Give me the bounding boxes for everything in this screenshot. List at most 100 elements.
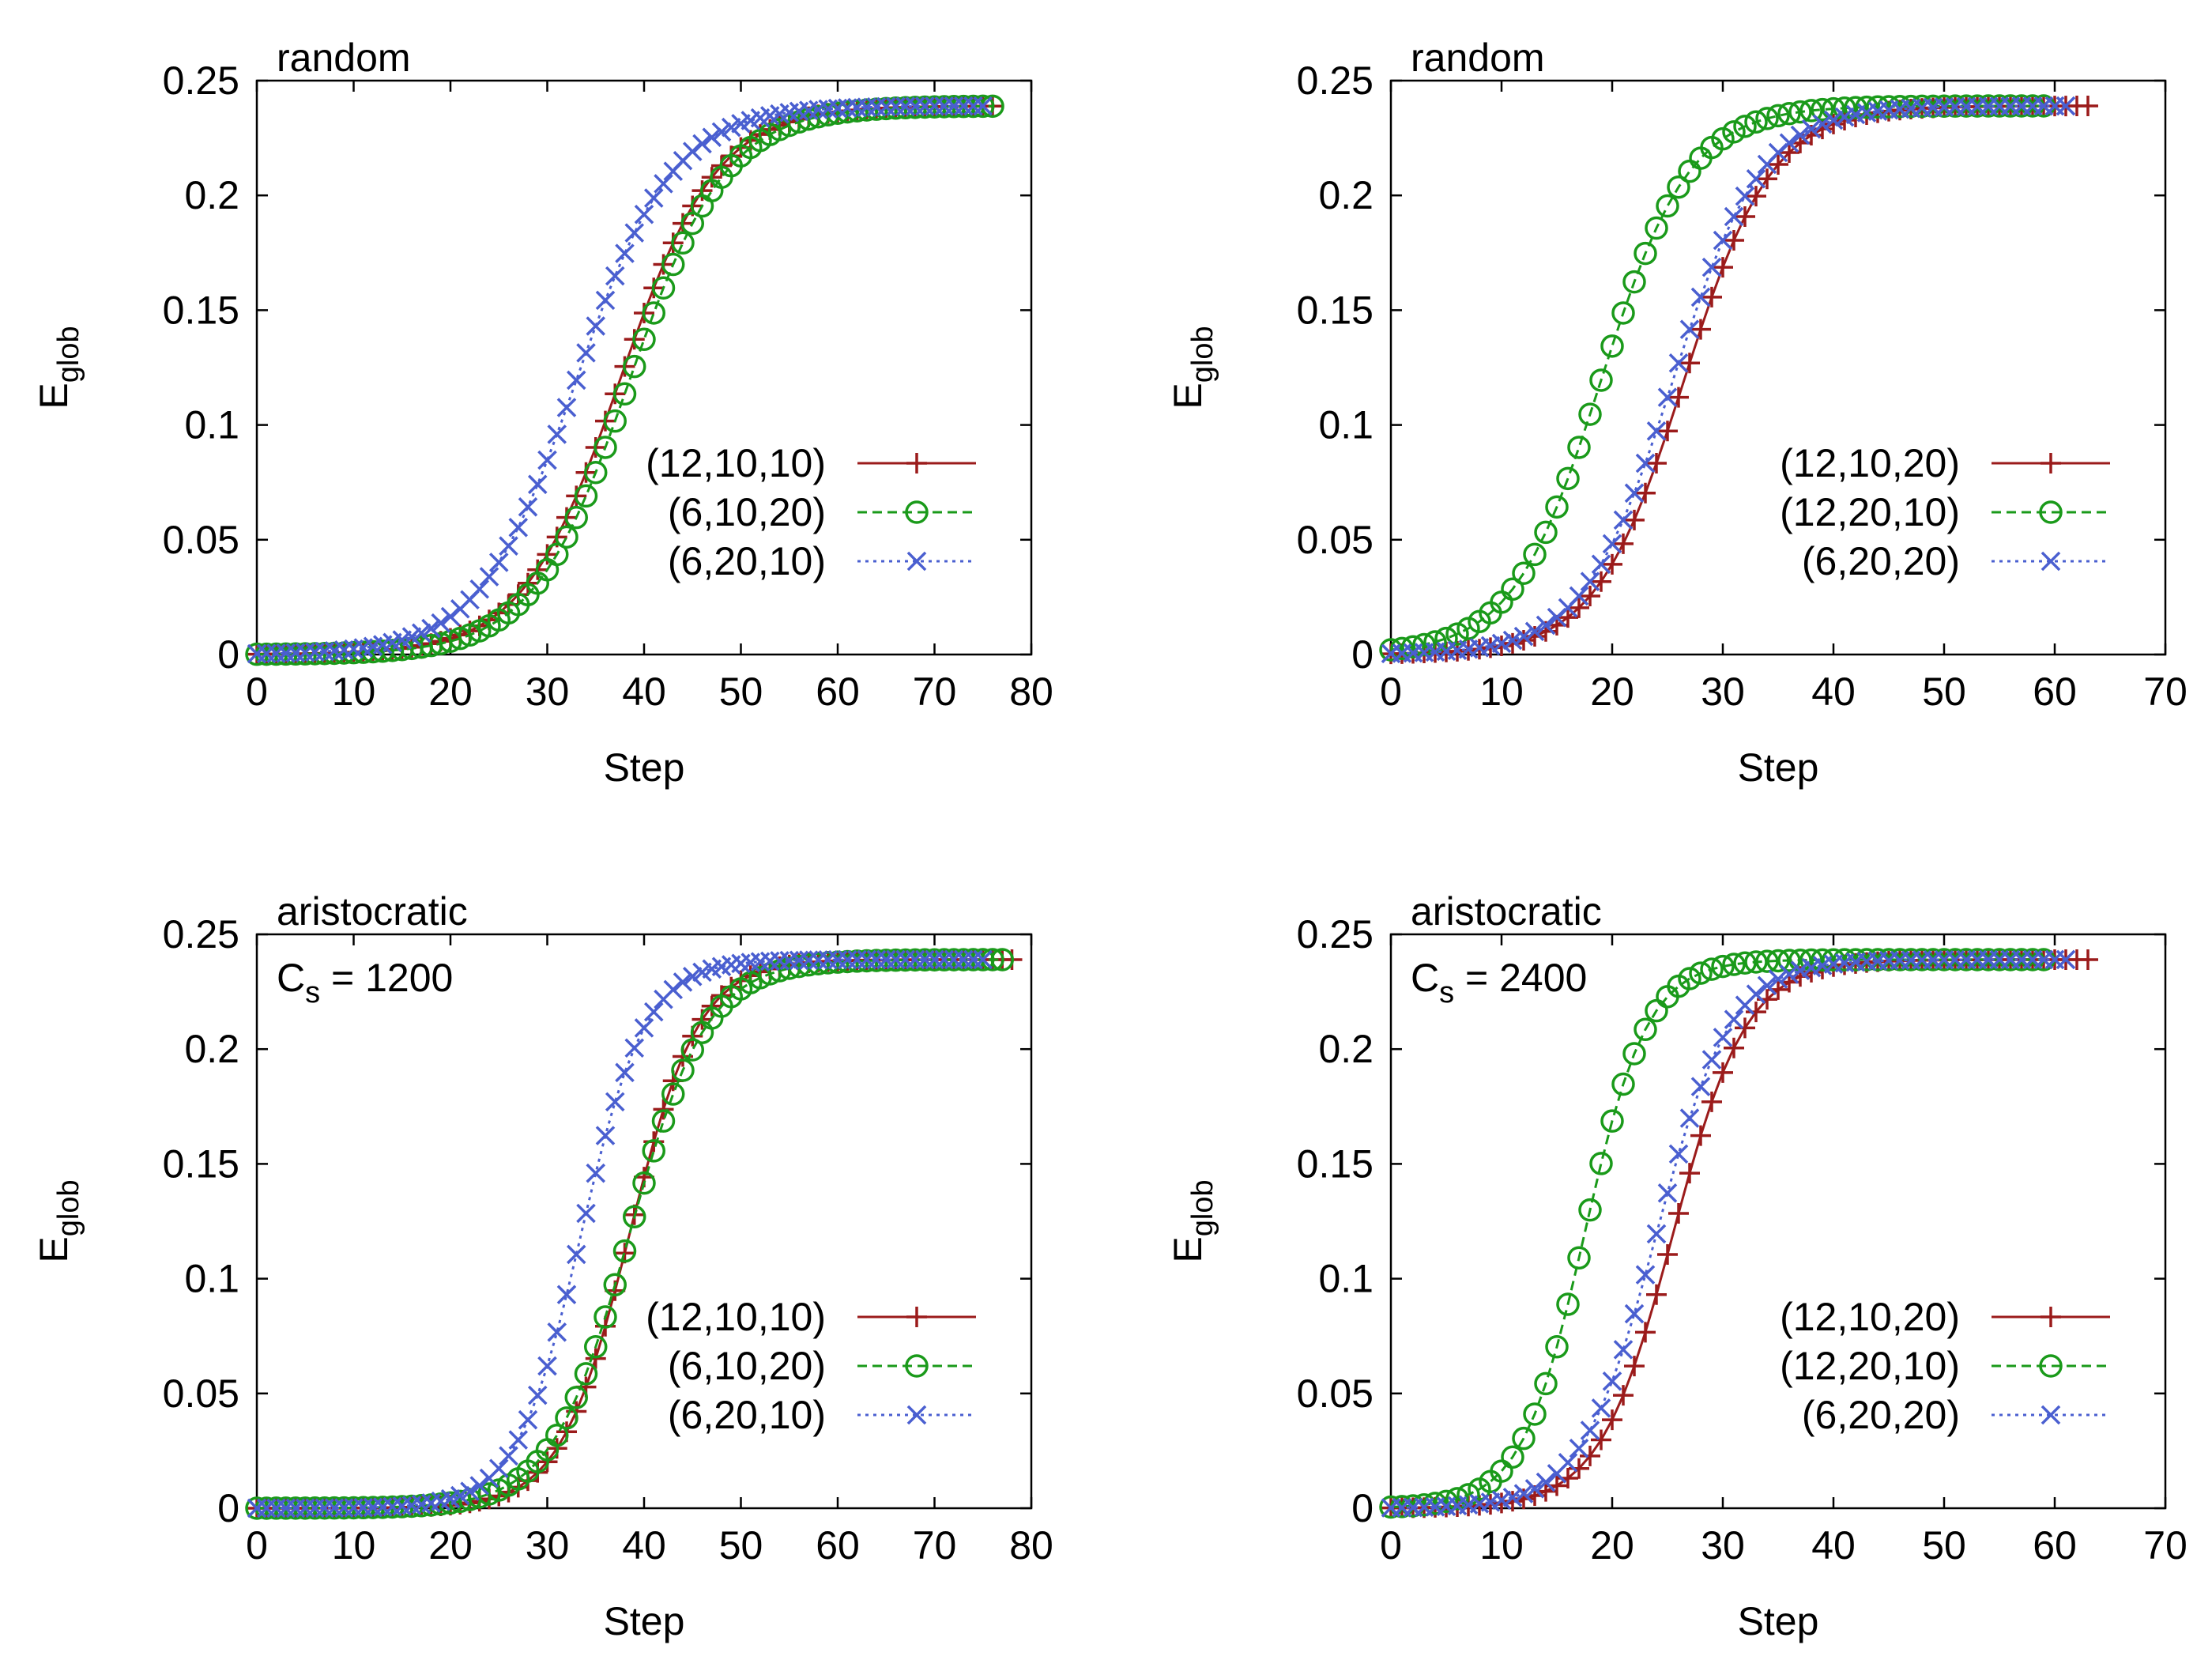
y-tick-label: 0 xyxy=(217,1486,239,1530)
data-point xyxy=(1523,1402,1547,1426)
data-point xyxy=(1744,110,1768,134)
data-point xyxy=(1558,1452,1578,1473)
data-point xyxy=(1580,572,1600,592)
x-tick-label: 40 xyxy=(622,670,666,714)
data-point xyxy=(1536,1472,1556,1492)
data-point xyxy=(1766,104,1790,128)
data-point xyxy=(1401,635,1425,658)
data-point xyxy=(1602,1371,1622,1391)
x-tick-label: 30 xyxy=(1701,670,1745,714)
data-point xyxy=(488,553,509,572)
data-point xyxy=(1556,466,1580,491)
y-tick-label: 0.2 xyxy=(1318,173,1374,217)
data-point xyxy=(1589,368,1613,392)
legend-marker xyxy=(2041,551,2061,572)
data-point xyxy=(1545,1335,1569,1359)
data-point xyxy=(1545,495,1569,519)
data-point xyxy=(682,141,703,161)
data-point xyxy=(1611,301,1635,325)
panel-3: 0 10 20 30 40 50 60 70 80 0 0.05 0.1 0.15 0.2 0.25 Step… xyxy=(32,889,1053,1643)
data-point xyxy=(556,1285,577,1305)
data-point xyxy=(547,424,567,444)
data-point xyxy=(1823,110,1844,130)
data-point xyxy=(1724,1037,1744,1058)
data-point xyxy=(953,949,974,970)
data-point xyxy=(615,243,635,263)
y-tick-label: 0.15 xyxy=(1297,288,1374,332)
legend-label: (12,10,20) xyxy=(1780,1295,1960,1339)
y-tick-label: 0.05 xyxy=(1297,1371,1374,1416)
x-tick-label: 70 xyxy=(913,1523,957,1568)
data-point xyxy=(654,174,673,194)
data-point xyxy=(1779,964,1799,984)
data-point xyxy=(1657,1243,1678,1265)
data-point xyxy=(576,1203,596,1224)
data-point xyxy=(1690,1125,1711,1146)
data-point xyxy=(1746,186,1766,207)
legend: (12,10,20) (12,20,10) (6,20,20) xyxy=(1780,1295,2110,1437)
data-point xyxy=(934,949,955,970)
data-point xyxy=(1602,553,1622,575)
y-axis-label: Eglob xyxy=(32,326,85,409)
data-point xyxy=(603,1273,627,1297)
data-point xyxy=(661,252,685,277)
data-point xyxy=(1502,1491,1523,1512)
data-point xyxy=(1534,520,1558,545)
data-point xyxy=(1591,554,1611,575)
data-point xyxy=(680,1038,704,1062)
data-point xyxy=(1591,571,1611,592)
x-tick-label: 50 xyxy=(719,1523,763,1568)
x-tick-label: 10 xyxy=(1479,670,1524,714)
data-point xyxy=(595,290,616,311)
annotation-symbol: C xyxy=(277,956,305,1000)
y-axis-label: Eglob xyxy=(32,1179,85,1262)
legend-marker xyxy=(905,500,929,524)
annotation-symbol: C xyxy=(1411,956,1439,1000)
data-point xyxy=(1580,1420,1600,1440)
data-point xyxy=(1646,453,1667,474)
data-point xyxy=(1766,949,1790,973)
y-tick-label: 0.25 xyxy=(1297,58,1374,103)
data-point xyxy=(1657,421,1678,442)
data-point xyxy=(1512,561,1536,585)
x-tick-label: 20 xyxy=(428,1523,473,1568)
data-point xyxy=(692,134,712,154)
data-point xyxy=(547,1322,567,1342)
x-tick-label: 0 xyxy=(246,670,268,714)
data-point xyxy=(1757,168,1777,190)
data-point xyxy=(1567,436,1591,459)
legend-marker xyxy=(2041,1405,2061,1425)
data-point xyxy=(1602,534,1622,554)
data-point xyxy=(1722,953,1746,976)
data-point xyxy=(605,266,625,286)
data-point xyxy=(2056,96,2076,116)
data-point xyxy=(1689,961,1713,985)
data-point xyxy=(1844,96,1867,119)
data-point xyxy=(1690,287,1711,307)
legend-marker xyxy=(906,1307,927,1327)
data-point xyxy=(1645,216,1668,240)
y-tick-label: 0.05 xyxy=(163,1371,239,1416)
data-point xyxy=(1668,1144,1689,1164)
data-point xyxy=(586,316,606,336)
data-point xyxy=(1622,270,1646,294)
x-tick-label: 30 xyxy=(526,1523,570,1568)
data-point xyxy=(1788,100,1812,124)
data-point xyxy=(1711,954,1735,979)
legend-marker xyxy=(2039,1354,2063,1378)
data-point xyxy=(440,606,461,627)
data-point xyxy=(1799,99,1823,123)
data-point xyxy=(1656,194,1679,218)
data-point xyxy=(1811,97,1834,122)
data-point xyxy=(1724,1009,1744,1029)
legend-label: (6,20,20) xyxy=(1802,539,1960,583)
plot-frame xyxy=(1389,79,2167,656)
plot-frame xyxy=(1389,933,2167,1510)
data-point xyxy=(973,96,993,116)
data-point xyxy=(944,949,964,970)
data-point xyxy=(1779,142,1799,164)
data-point xyxy=(537,1356,557,1376)
data-point xyxy=(1777,101,1801,126)
data-point xyxy=(1591,1429,1611,1451)
data-point xyxy=(1744,950,1768,974)
